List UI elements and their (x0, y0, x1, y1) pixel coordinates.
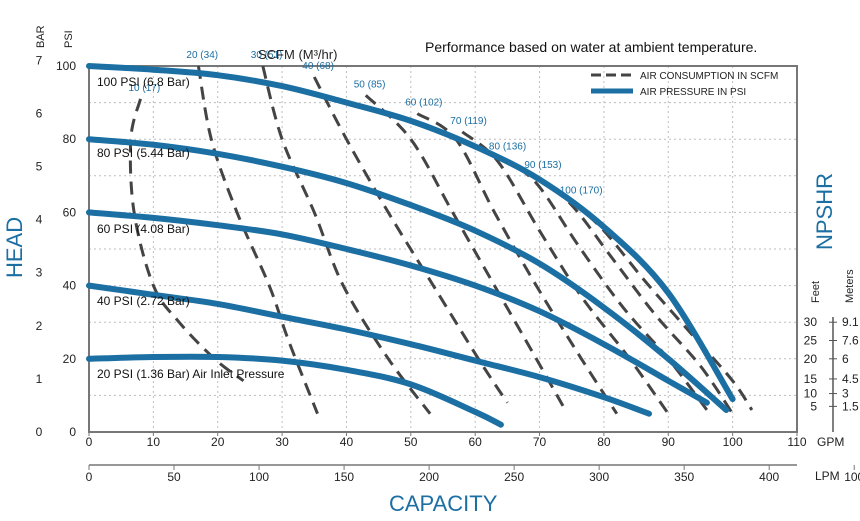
scfm-title: SCFM (M³/hr) (258, 47, 337, 62)
bar-tick-label: 2 (36, 319, 43, 333)
bar-tick-label: 5 (36, 160, 43, 174)
air-consumption-line (500, 156, 709, 411)
gpm-tick-label: 100 (723, 435, 743, 449)
bar-tick-label: 0 (36, 425, 43, 439)
npshr-meters-value: 9.1 (842, 315, 859, 329)
chart-title: Performance based on water at ambient te… (425, 39, 757, 55)
air-consumption-line (535, 174, 734, 415)
gpm-tick-label: 90 (662, 435, 676, 449)
psi-tick-label: 20 (63, 352, 77, 366)
npshr-feet-label: Feet (810, 281, 822, 303)
bar-tick-label: 3 (36, 266, 43, 280)
npshr-meters-value: 6 (842, 352, 849, 366)
gpm-unit-label: GPM (817, 435, 844, 449)
npshr-meters-value: 3 (842, 387, 849, 401)
npshr-meters-value: 4.5 (842, 372, 859, 386)
lpm-tick-label: 250 (504, 470, 524, 484)
gpm-tick-label: 60 (469, 435, 483, 449)
psi-unit-label: PSI (63, 30, 75, 48)
npshr-meters-label: Meters (844, 269, 856, 303)
psi-tick-label: 100 (56, 59, 76, 73)
pressure-curve-label: 20 PSI (1.36 Bar) Air Inlet Pressure (97, 367, 285, 381)
psi-tick-label: 80 (63, 132, 77, 146)
air-consumption-label: 90 (153) (524, 160, 561, 171)
gpm-tick-label: 80 (597, 435, 611, 449)
gpm-tick-label: 40 (340, 435, 354, 449)
npshr-scale: 5 1.5 10 3 15 4.5 20 6 25 7.6 30 9.1 (804, 315, 859, 432)
gpm-tick-label: 20 (211, 435, 225, 449)
x-axis-title: CAPACITY (389, 491, 498, 516)
lpm-unit-label: LPM (815, 469, 840, 483)
air-consumption-line (364, 94, 567, 411)
legend-dashed-label: AIR CONSUMPTION IN SCFM (640, 71, 778, 82)
psi-tick-label: 0 (69, 425, 76, 439)
npshr-title: NPSHR (812, 173, 837, 250)
lpm-tick-label: 300 (589, 470, 609, 484)
gpm-tick-label: 50 (404, 435, 418, 449)
pressure-curve (86, 282, 652, 417)
lpm-tick-label: 200 (419, 470, 439, 484)
pressure-curve (86, 63, 736, 403)
npshr-meters-value: 7.6 (842, 334, 859, 348)
npshr-feet-value: 10 (804, 387, 818, 401)
npshr-feet-value: 5 (810, 399, 817, 413)
air-consumption-label: 80 (136) (489, 142, 526, 153)
air-consumption-label: 100 (170) (560, 185, 603, 196)
pressure-curve-label: 80 PSI (5.44 Bar) (97, 146, 190, 160)
legend: AIR CONSUMPTION IN SCFM AIR PRESSURE IN … (591, 71, 778, 98)
psi-tick-label: 40 (63, 279, 77, 293)
grid-layer (89, 66, 797, 432)
pressure-curve (86, 209, 710, 406)
air-consumption-label: 10 (17) (128, 83, 160, 94)
npshr-feet-value: 25 (804, 334, 818, 348)
lpm-tick-label: 350 (674, 470, 694, 484)
bar-tick-label: 4 (36, 213, 43, 227)
gpm-tick-label: 70 (533, 435, 547, 449)
lpm-tick-label: 100 (249, 470, 269, 484)
air-consumption-label: 50 (85) (354, 79, 386, 90)
air-consumption-label: 40 (68) (302, 61, 334, 72)
legend-solid-label: AIR PRESSURE IN PSI (640, 87, 746, 98)
pressure-curve-label: 40 PSI (2.72 Bar) (97, 294, 190, 308)
air-consumption-label: 30 (51) (251, 50, 283, 61)
air-consumption-line (461, 130, 670, 415)
gpm-tick-label: 0 (86, 435, 93, 449)
pressure-curve-layer: 100 PSI (6.8 Bar) 80 PSI (5.44 Bar) 60 PSI… (86, 63, 736, 428)
air-consumption-label: 60 (102) (405, 98, 442, 109)
npshr-feet-value: 30 (804, 315, 818, 329)
lpm-tick-label: 0 (86, 470, 93, 484)
gpm-tick-label: 110 (787, 435, 806, 449)
air-consumption-line (196, 65, 319, 415)
npshr-feet-value: 20 (804, 352, 818, 366)
y-axis-title: HEAD (2, 217, 27, 278)
pressure-curve (86, 136, 730, 413)
lpm-tick-label: 150 (334, 470, 354, 484)
npshr-feet-value: 15 (804, 372, 818, 386)
gpm-tick-label: 10 (147, 435, 161, 449)
air-consumption-line (570, 200, 754, 411)
lpm-tick-label: 50 (167, 470, 181, 484)
gpm-tick-label: 30 (275, 435, 289, 449)
air-consumption-label: 70 (119) (450, 116, 487, 127)
air-consumption-label: 20 (34) (186, 50, 218, 61)
plot-frame (88, 65, 798, 433)
air-consumption-line (261, 65, 432, 415)
bar-tick-label: 6 (36, 106, 43, 120)
lpm-tick-label: 100 (844, 470, 860, 484)
bar-tick-label: 7 (36, 53, 43, 67)
lpm-tick-label: 400 (759, 470, 779, 484)
air-consumption-line (128, 98, 245, 383)
pressure-curve (86, 353, 504, 428)
bar-tick-label: 1 (36, 372, 43, 386)
psi-tick-label: 60 (63, 205, 77, 219)
pressure-curve-label: 100 PSI (6.8 Bar) (97, 75, 190, 89)
pressure-curve-label: 60 PSI (4.08 Bar) (97, 222, 190, 236)
bar-unit-label: BAR (35, 25, 47, 48)
npshr-meters-value: 1.5 (842, 399, 859, 413)
